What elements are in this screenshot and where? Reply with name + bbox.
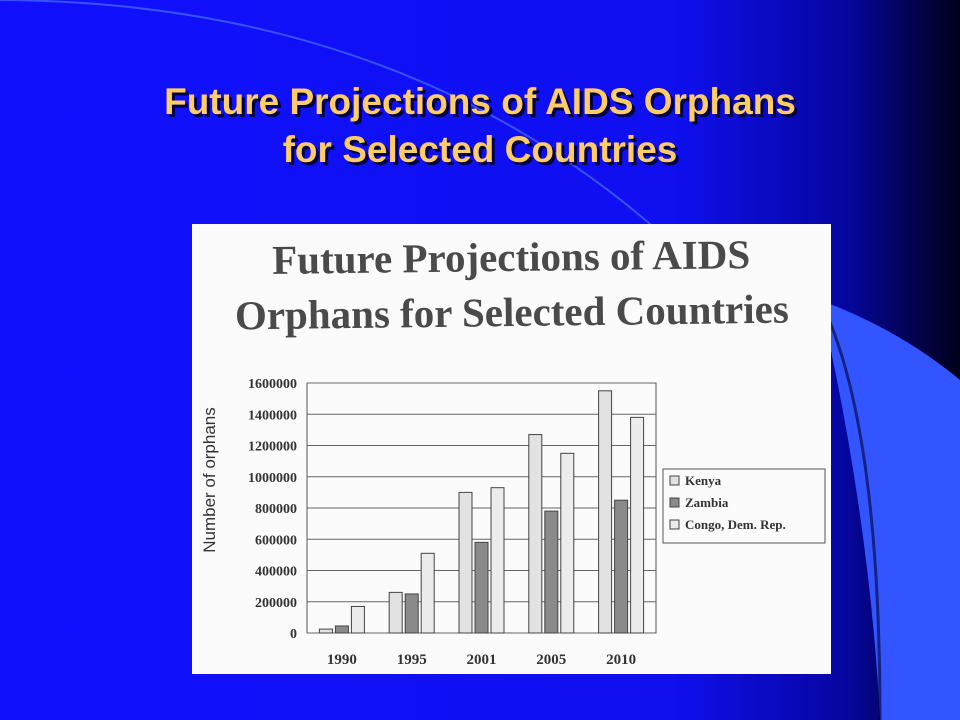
slide-title-line-2: for Selected Countries [282,129,678,170]
y-tick-label: 1600000 [248,377,297,392]
y-tick-label: 1400000 [248,408,297,423]
x-tick-label: 2005 [536,652,566,668]
legend-swatch [669,475,680,486]
y-tick-label: 400000 [255,565,297,580]
bar [490,487,505,634]
legend-swatch [669,519,680,530]
bar [404,593,419,634]
y-tick-label: 600000 [255,533,297,548]
x-tick-label: 1990 [327,652,357,668]
bar [388,591,403,634]
legend-item-label: Kenya [685,473,722,488]
legend-item-label: Congo, Dem. Rep. [685,517,786,532]
y-tick-label: 800000 [255,502,297,517]
bar [544,510,559,634]
slide-title: Future Projections of AIDS Orphans for S… [60,78,900,174]
y-tick-label: 1200000 [248,440,297,455]
y-tick-label: 200000 [255,596,297,611]
x-tick-label: 1995 [397,652,427,668]
slide-title-line-1: Future Projections of AIDS Orphans [164,81,796,122]
legend-swatch [669,497,680,508]
y-axis-label: Number of orphans [200,407,219,553]
bar [420,552,435,634]
x-tick-label: 2001 [467,652,497,668]
bar [318,628,333,634]
bar [560,452,575,634]
bar [528,434,543,634]
bar [598,390,613,634]
bar [334,625,349,634]
bar [630,416,645,634]
y-tick-label: 1000000 [248,471,297,486]
legend-item-label: Zambia [685,495,729,510]
legend-box [662,468,826,544]
bar [614,499,629,634]
bar [458,491,473,634]
y-tick-label: 0 [290,627,297,642]
x-tick-label: 2010 [606,652,636,668]
bar [350,605,365,634]
bar [474,541,489,634]
